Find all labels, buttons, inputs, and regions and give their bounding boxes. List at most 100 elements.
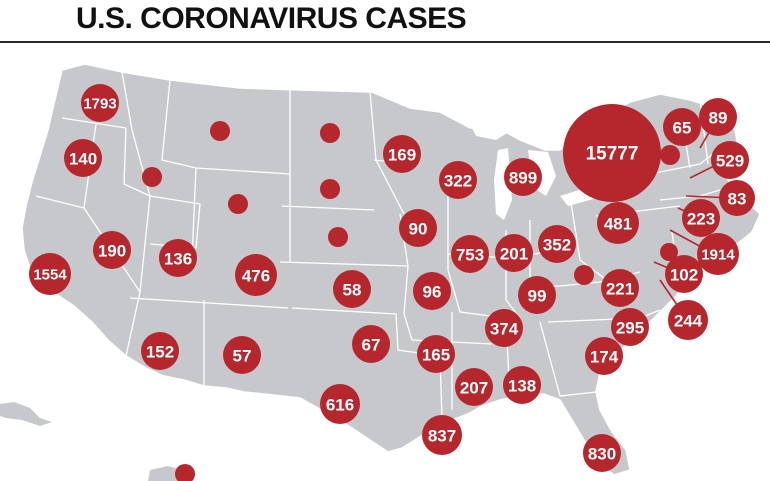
- bubble-label-maine: 89: [709, 109, 728, 128]
- bubble-label-massachusetts: 529: [716, 152, 744, 171]
- bubble-circle-ohio: [538, 225, 576, 263]
- bubble-circle-new-mexico: [223, 336, 261, 374]
- bubble-label-alabama: 138: [508, 377, 536, 396]
- bubble-label-pennsylvania: 481: [604, 215, 632, 234]
- bubble-circle-minnesota: [383, 135, 421, 173]
- bubble-label-oregon: 140: [69, 150, 97, 169]
- bubble-rhode-island: 83: [719, 180, 755, 216]
- bubble-label-iowa: 90: [409, 220, 428, 239]
- bubble-circle-nebraska: [328, 227, 348, 247]
- case-bubbles: 1793 140 1554 190 136 476 152 57 58 67 616 169 90 96 1…: [29, 84, 755, 481]
- bubble-circle-pennsylvania: [597, 202, 639, 244]
- bubble-iowa: 90: [399, 209, 437, 247]
- bubble-new-mexico: 57: [223, 336, 261, 374]
- bubble-circle-maryland: [665, 255, 703, 293]
- bubble-circle-california: [29, 253, 71, 295]
- bubble-hawaii: [175, 464, 195, 481]
- bubble-circle-missouri: [413, 272, 451, 310]
- bubble-circle-south-dakota: [320, 179, 340, 199]
- bubble-label-missouri: 96: [423, 283, 442, 302]
- bubble-circle-arizona: [141, 332, 179, 370]
- bubble-circle-nevada: [93, 231, 131, 269]
- bubble-label-kentucky: 99: [528, 287, 547, 306]
- bubble-circle-indiana: [495, 234, 533, 272]
- bubble-label-virginia: 244: [674, 312, 703, 331]
- bubble-circle-oregon: [64, 139, 102, 177]
- bubble-connecticut: 223: [682, 199, 720, 237]
- bubble-circle-north-dakota: [320, 123, 340, 143]
- bubble-circle-illinois: [451, 235, 489, 273]
- bubble-maryland: 102: [665, 255, 703, 293]
- bubble-label-north-carolina: 221: [606, 280, 634, 299]
- bubble-label-arizona: 152: [146, 343, 174, 362]
- bubble-circle-new-jersey: [697, 233, 739, 275]
- bubble-circle-alabama: [503, 366, 541, 404]
- bubble-circle-new-york: [563, 104, 661, 202]
- bubble-circle-kansas: [333, 270, 371, 308]
- bubble-circle-louisiana: [422, 415, 462, 455]
- bubble-label-illinois: 753: [456, 246, 484, 265]
- bubble-label-wisconsin: 322: [444, 172, 472, 191]
- bubble-missouri: 96: [413, 272, 451, 310]
- bubble-circle-south-carolina: [611, 308, 649, 346]
- bubble-label-ohio: 352: [543, 236, 571, 255]
- bubble-circle-colorado: [235, 254, 277, 296]
- bubble-mississippi: 207: [455, 368, 493, 406]
- bubble-ohio: 352: [538, 225, 576, 263]
- bubble-label-nevada: 190: [98, 242, 126, 261]
- bubble-indiana: 201: [495, 234, 533, 272]
- bubble-circle-washington: [81, 84, 119, 122]
- bubble-circle-north-carolina: [601, 269, 639, 307]
- bubble-circle-texas: [320, 384, 360, 424]
- bubble-kentucky: 99: [518, 276, 556, 314]
- bubble-label-michigan: 899: [509, 169, 537, 188]
- bubble-delaware: [660, 243, 678, 261]
- bubble-circle-maine: [699, 98, 737, 136]
- bubble-circle-montana: [210, 121, 230, 141]
- bubble-montana: [210, 121, 230, 141]
- bubble-florida: 830: [583, 434, 621, 472]
- bubble-new-hampshire: 65: [663, 108, 701, 146]
- title-divider: [0, 41, 770, 43]
- bubble-label-kansas: 58: [343, 281, 362, 300]
- bubble-label-mississippi: 207: [460, 379, 488, 398]
- bubble-label-rhode-island: 83: [728, 190, 747, 209]
- bubble-washington: 1793: [81, 84, 119, 122]
- bubble-label-texas: 616: [326, 396, 354, 415]
- bubble-label-louisiana: 837: [428, 427, 456, 446]
- bubble-maine: 89: [699, 98, 737, 136]
- bubble-label-south-carolina: 295: [616, 319, 644, 338]
- bubble-circle-georgia: [585, 337, 623, 375]
- bubble-circle-oklahoma: [352, 325, 390, 363]
- bubble-circle-utah: [159, 239, 197, 277]
- bubble-label-washington: 1793: [83, 96, 116, 113]
- bubble-utah: 136: [159, 239, 197, 277]
- bubble-georgia: 174: [585, 337, 623, 375]
- bubble-label-new-mexico: 57: [233, 347, 252, 366]
- bubble-circle-idaho: [142, 167, 162, 187]
- bubble-pennsylvania: 481: [597, 202, 639, 244]
- hawaii-islands: [0, 402, 190, 481]
- bubble-circle-virginia: [668, 300, 708, 340]
- bubble-south-carolina: 295: [611, 308, 649, 346]
- bubble-label-new-hampshire: 65: [673, 119, 692, 138]
- bubble-circle-delaware: [660, 243, 678, 261]
- bubble-circle-vermont: [660, 145, 680, 165]
- bubble-oklahoma: 67: [352, 325, 390, 363]
- bubble-circle-new-hampshire: [663, 108, 701, 146]
- bubble-circle-kentucky: [518, 276, 556, 314]
- bubble-west-virginia: [574, 265, 594, 285]
- bubble-label-maryland: 102: [670, 266, 698, 285]
- bubble-circle-connecticut: [682, 199, 720, 237]
- bubble-north-carolina: 221: [601, 269, 639, 307]
- bubble-idaho: [142, 167, 162, 187]
- bubble-circle-florida: [583, 434, 621, 472]
- bubble-new-york: 15777: [563, 104, 661, 202]
- bubble-nevada: 190: [93, 231, 131, 269]
- bubble-michigan: 899: [504, 158, 542, 196]
- bubble-label-florida: 830: [588, 445, 616, 464]
- bubble-arkansas: 165: [417, 335, 455, 373]
- bubble-circle-mississippi: [455, 368, 493, 406]
- bubble-label-california: 1554: [33, 267, 67, 284]
